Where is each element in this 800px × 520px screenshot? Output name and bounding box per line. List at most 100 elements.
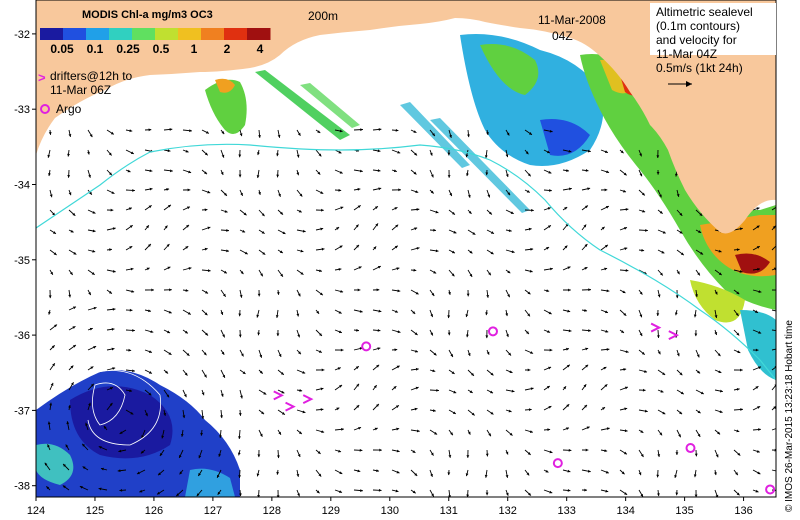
velocity-arrow-head [238,313,242,317]
velocity-arrow-head [430,174,434,178]
velocity-arrow-head [485,335,489,339]
velocity-arrow-head [624,429,628,433]
velocity-arrow-head [242,371,246,374]
velocity-arrow-head [108,290,112,294]
velocity-arrow-head [317,451,321,454]
velocity-arrow-head [620,150,624,154]
velocity-arrow-head [132,369,135,373]
velocity-arrow-head [297,132,301,136]
velocity-arrow-head [205,332,209,336]
velocity-arrow-head [296,313,300,317]
velocity-arrow-head [758,428,761,431]
velocity-arrow-head [165,370,169,374]
velocity-arrow-head [180,433,184,437]
velocity-arrow-head [640,493,643,497]
velocity-arrow-head [112,307,116,311]
velocity-arrow-head [117,469,121,473]
chlorophyll-layer [36,34,776,497]
velocity-arrow-head [188,170,192,174]
velocity-arrow-head [605,329,609,333]
axes: 124 125 126 127 128 129 130 131 132 133 134 135 136-… [14,29,753,517]
velocity-arrow-head [623,172,627,176]
velocity-arrow-head [526,331,529,335]
velocity-arrow-head [505,313,509,317]
velocity-arrow-head [758,290,762,293]
velocity-arrow-head [584,309,588,312]
velocity-arrow-head [356,244,359,248]
velocity-arrow-head [90,383,94,387]
velocity-arrow-head [374,427,378,431]
velocity-arrow-head [676,193,680,197]
velocity-arrow-head [359,309,363,313]
velocity-arrow-head [505,474,509,478]
velocity-arrow-head [584,404,587,408]
velocity-arrow-head [506,132,510,136]
velocity-arrow [771,428,776,431]
velocity-arrow-head [167,204,171,208]
drifters-label-line2: 11-Mar 06Z [50,83,111,97]
velocity-arrow-head [48,173,51,176]
velocity-arrow-head [200,432,204,436]
velocity-arrow-head [778,289,781,292]
velocity-arrow-head [736,248,740,252]
velocity-arrow-head [280,211,284,215]
velocity-arrow-head [467,431,471,435]
velocity-arrow-head [72,326,76,329]
velocity-arrow-head [505,174,509,178]
velocity-arrow-head [167,266,171,270]
velocity-arrow-head [276,174,280,178]
velocity-arrow-head [320,227,324,231]
velocity-arrow-head [447,152,451,156]
velocity-arrow-head [262,251,266,255]
velocity-arrow-head [357,187,361,191]
velocity-arrow-head [490,372,494,376]
chl-patch-central-blue [540,119,590,156]
velocity-arrow-head [243,212,247,216]
velocity-arrow-head [694,333,698,337]
velocity-arrow-head [316,490,320,494]
velocity-arrow-head [88,174,91,178]
velocity-arrow-head [736,332,740,336]
velocity-arrow-head [714,291,718,295]
velocity-arrow-head [68,294,72,298]
chl-streak-4 [430,118,530,213]
colorbar-segment [178,28,202,40]
velocity-arrow-head [279,250,283,254]
velocity-arrow-head [772,225,776,229]
velocity-arrow-head [169,288,172,292]
velocity-arrow-head [341,427,344,431]
velocity-arrow-head [161,435,165,439]
velocity-arrow-head [220,393,224,397]
velocity-arrow-head [136,471,140,475]
velocity-arrow-head [112,227,116,231]
velocity-arrow-head [448,454,452,458]
velocity-arrow-head [507,294,510,298]
x-tick-label: 128 [263,505,281,517]
velocity-arrow-head [360,128,363,132]
velocity-arrow-head [604,188,608,192]
velocity-arrow-head [110,208,114,212]
velocity-arrow-head [207,269,211,273]
velocity-arrow-head [222,374,226,378]
velocity-arrow-head [568,187,572,191]
velocity-arrow-head [297,334,301,338]
velocity-arrow-head [240,395,243,399]
velocity-arrow-head [148,371,152,374]
velocity-arrow-head [158,472,161,476]
colorbar-segment [63,28,87,40]
velocity-arrow-head [377,169,381,173]
velocity-arrow-head [47,154,51,158]
velocity-arrow-head [467,353,471,357]
velocity-arrow-head [546,247,550,250]
velocity-arrow-head [465,473,469,477]
velocity-arrow-head [131,289,135,293]
velocity-arrow-head [509,370,513,374]
velocity-arrow-head [567,266,571,270]
velocity-arrow-head [432,369,436,373]
drifter-marker [668,330,680,340]
velocity-arrow-head [566,169,569,172]
velocity-arrow-head [238,436,241,439]
velocity-arrow-head [257,152,260,156]
velocity-arrow-head [484,155,488,159]
velocity-arrow-head [217,474,220,478]
